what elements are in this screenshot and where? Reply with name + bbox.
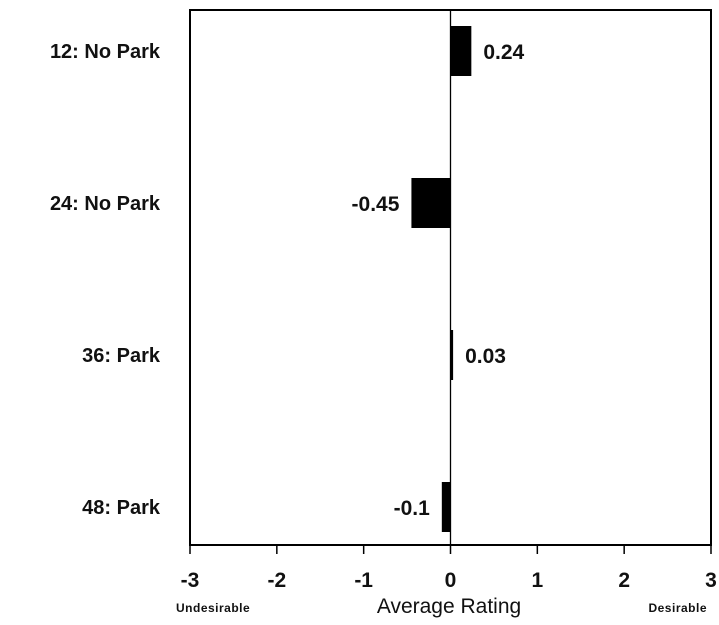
category-labels: 12: No Park 24: No Park 36: Park 48: Park [50, 41, 161, 519]
x-tick-label: -3 [181, 569, 200, 592]
category-label: 24: No Park [50, 193, 161, 215]
data-label: -0.45 [352, 193, 400, 216]
x-tick-label: 3 [705, 569, 717, 592]
data-labels: 0.24 -0.45 0.03 -0.1 [352, 41, 525, 520]
bar [450, 26, 472, 76]
x-axis-right-label: Desirable [648, 601, 707, 615]
bar [441, 482, 451, 532]
x-axis-title: Average Rating [377, 595, 521, 618]
data-label: -0.1 [394, 497, 431, 520]
bars-group [411, 26, 472, 532]
bar [450, 330, 454, 380]
x-tick-label: 1 [531, 569, 543, 592]
x-axis-ticks: -3 -2 -1 0 1 2 3 [181, 545, 717, 592]
bar [411, 178, 451, 228]
data-label: 0.03 [465, 345, 506, 368]
data-label: 0.24 [483, 41, 524, 64]
x-tick-label: 2 [618, 569, 630, 592]
category-label: 12: No Park [50, 41, 161, 63]
category-label: 36: Park [82, 345, 161, 367]
x-tick-label: 0 [445, 569, 457, 592]
category-label: 48: Park [82, 497, 161, 519]
x-tick-label: -2 [267, 569, 286, 592]
x-axis-left-label: Undesirable [176, 601, 250, 615]
plot-frame [189, 9, 712, 546]
x-tick-label: -1 [354, 569, 373, 592]
